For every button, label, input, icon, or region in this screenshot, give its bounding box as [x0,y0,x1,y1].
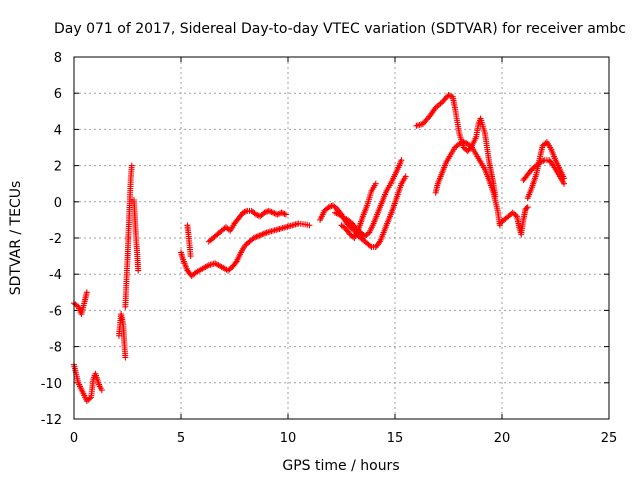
data-point [333,210,340,217]
data-point [191,270,198,277]
data-point [467,143,474,150]
x-tick-label: 0 [70,431,78,446]
data-point [442,94,449,101]
data-point [135,267,142,274]
data-point [255,233,262,240]
data-point [421,119,428,126]
data-point [456,140,463,147]
data-point [260,230,267,237]
x-axis-label: GPS time / hours [282,458,399,474]
data-point [86,395,93,402]
data-point [262,230,269,237]
data-point [423,116,430,123]
data-point [275,210,282,217]
data-point [256,232,263,239]
data-point [255,212,262,219]
data-point [512,212,519,219]
data-point [364,230,371,237]
data-point [252,211,259,218]
data-point [461,139,468,146]
data-point [242,208,249,215]
y-axis-label: SDTVAR / TECUs [8,181,24,296]
data-point [460,139,467,146]
data-point [241,209,248,216]
data-point [278,209,285,216]
y-tick-label: 8 [54,51,62,66]
data-point [232,259,239,266]
data-point [187,253,194,260]
data-point [372,180,379,187]
data-point [261,209,268,216]
data-point [282,211,289,218]
x-tick-label: 5 [177,431,185,446]
data-point [281,210,288,217]
x-tick-label: 15 [387,431,404,446]
y-tick-label: 4 [54,123,62,138]
data-point [122,354,129,361]
data-point [439,99,446,106]
y-tick-label: -8 [49,341,62,356]
data-point [328,203,335,210]
data-point [402,173,409,180]
data-point [523,205,530,212]
data-point [271,210,278,217]
data-points [71,92,568,404]
data-point [367,242,374,249]
data-point [259,231,266,238]
y-tick-label: 0 [54,196,62,211]
x-tick-label: 20 [494,431,511,446]
grid-lines [74,57,609,419]
data-point [332,209,339,216]
data-point [422,118,429,125]
data-point [252,234,259,241]
data-point [128,162,135,169]
data-point [73,302,80,309]
x-tick-label: 25 [601,431,618,446]
data-point [561,175,568,182]
data-point [446,92,453,99]
data-point [257,231,264,238]
x-tick-label: 10 [280,431,297,446]
data-point [250,235,257,241]
data-point [561,180,568,187]
data-point [98,387,105,394]
y-tick-label: -6 [49,304,62,319]
data-point [325,204,332,211]
data-point [268,209,275,216]
y-tick-label: -10 [41,377,62,392]
data-point [440,97,447,104]
data-point [419,120,426,127]
y-tick-label: 2 [54,160,62,175]
data-point [270,209,277,216]
y-tick-label: -2 [49,232,62,247]
data-point [240,209,247,216]
data-point [274,211,281,218]
data-point [441,96,448,103]
plot-frame [73,56,610,420]
data-point [280,210,287,217]
data-point [457,140,464,147]
axis-ticks: 0 5 10 15 20 25 -12 -10 -8 -6 -4 -2 0 2 4 6 8 [41,51,618,446]
data-point [342,215,349,222]
data-point [398,157,405,164]
data-point [253,233,260,240]
data-point [83,289,90,296]
data-point [524,204,531,211]
y-tick-label: -4 [49,268,62,283]
data-point [306,222,313,229]
y-tick-label: 6 [54,87,62,102]
data-point [340,215,347,222]
data-point [267,208,274,215]
data-point [265,207,272,214]
chart-title: Day 071 of 2017, Sidereal Day-to-day VTE… [54,21,626,37]
data-point [445,92,452,99]
data-point [262,209,269,216]
data-point [375,239,382,246]
y-tick-label: -12 [41,413,62,428]
